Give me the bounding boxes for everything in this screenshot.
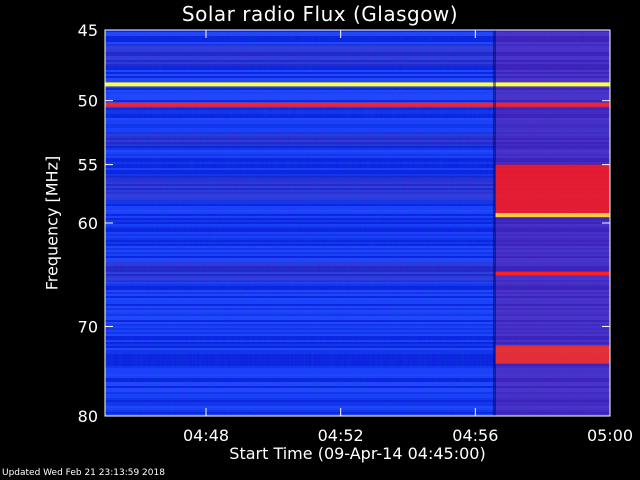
y-tick-label: 55 xyxy=(78,156,98,175)
onset-edge xyxy=(492,30,496,416)
y-tick-label: 45 xyxy=(78,21,98,40)
spectrogram-image xyxy=(105,30,610,416)
y-tick-label: 70 xyxy=(78,317,98,336)
update-timestamp: Updated Wed Feb 21 23:13:59 2018 xyxy=(2,468,165,478)
y-tick-label: 80 xyxy=(78,407,98,426)
y-tick-label: 60 xyxy=(78,214,98,233)
x-tick-label: 05:00 xyxy=(587,426,633,445)
x-axis: 04:48 04:52 04:56 05:00 xyxy=(183,30,633,445)
y-tick-label: 50 xyxy=(78,92,98,111)
enhanced-region xyxy=(494,345,610,364)
x-axis-label: Start Time (09-Apr-14 04:45:00) xyxy=(229,444,486,463)
emission-band xyxy=(494,213,610,218)
enhanced-region xyxy=(494,164,610,214)
emission-band xyxy=(494,271,610,276)
emission-band xyxy=(105,102,610,107)
x-tick-label: 04:56 xyxy=(452,426,498,445)
x-tick-label: 04:52 xyxy=(318,426,364,445)
emission-band xyxy=(105,82,610,87)
y-axis-label: Frequency [MHz] xyxy=(42,155,62,291)
chart-title: Solar radio Flux (Glasgow) xyxy=(181,2,459,26)
x-tick-label: 04:48 xyxy=(183,426,229,445)
y-axis: 45 50 55 60 70 80 xyxy=(78,21,610,426)
